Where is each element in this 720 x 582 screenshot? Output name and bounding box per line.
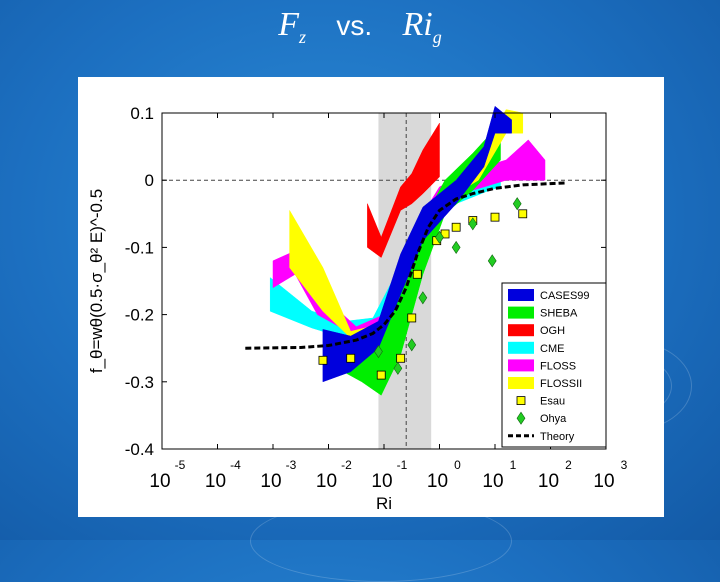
x-tick-label-exponent: 0 — [454, 458, 461, 472]
legend-label-ogh: OGH — [540, 325, 565, 337]
legend-swatch-esau — [516, 396, 526, 406]
legend-label-flossii: FLOSSII — [540, 378, 582, 390]
ohya-point — [435, 230, 444, 244]
esau-point — [318, 355, 328, 365]
ohya-point — [393, 361, 403, 375]
legend-label-ohya: Ohya — [540, 413, 567, 425]
ohya-point — [451, 240, 461, 254]
x-tick-label-base: 10 — [593, 471, 614, 492]
x-axis-label: Ri — [376, 494, 392, 513]
legend-swatch-ogh — [508, 324, 534, 337]
x-tick-label-exponent: -3 — [286, 458, 297, 472]
legend-label-cases99: CASES99 — [540, 290, 590, 302]
x-tick-label-exponent: -2 — [341, 458, 352, 472]
x-tick-label-exponent: 2 — [565, 458, 572, 472]
x-tick-label-base: 10 — [427, 471, 448, 492]
y-tick-label: -0.2 — [125, 306, 154, 325]
legend-swatch-cme — [508, 341, 534, 354]
esau-point — [518, 209, 528, 219]
x-tick-label-base: 10 — [205, 471, 226, 492]
x-tick-label-exponent: -5 — [175, 458, 186, 472]
x-tick-label-base: 10 — [149, 471, 170, 492]
esau-point — [451, 222, 461, 232]
legend-label-floss: FLOSS — [540, 360, 576, 372]
esau-point — [490, 212, 500, 222]
title-fz-base: F — [278, 6, 300, 43]
x-tick-label-exponent: -4 — [230, 458, 241, 472]
x-tick-label-base: 10 — [371, 471, 392, 492]
legend-swatch-flossii — [508, 377, 534, 389]
esau-point — [407, 313, 417, 323]
esau-point — [412, 269, 422, 279]
title-vs: vs. — [336, 10, 373, 41]
ohya-point — [512, 197, 522, 211]
title-rig: Rig — [402, 6, 442, 47]
x-tick-label-exponent: 1 — [510, 458, 517, 472]
title-fz-sub: z — [299, 26, 307, 47]
legend-label-theory: Theory — [540, 431, 575, 443]
esau-point — [346, 353, 356, 363]
x-tick-label-exponent: 3 — [621, 458, 628, 472]
legend-label-esau: Esau — [540, 396, 565, 408]
y-tick-label: -0.3 — [125, 373, 154, 392]
slide-title: Fz vs. Rig — [0, 6, 720, 50]
legend-swatch-ohya — [516, 411, 526, 425]
y-tick-label: -0.4 — [125, 440, 154, 459]
x-tick-label-exponent: -1 — [397, 458, 408, 472]
ohya-point — [407, 338, 417, 352]
legend-label-sheba: SHEBA — [540, 308, 578, 320]
esau-point — [376, 370, 386, 380]
legend-swatch-floss — [508, 359, 534, 372]
title-fz: Fz — [278, 6, 306, 47]
ohya-point — [374, 345, 383, 359]
legend-swatch-cases99 — [508, 289, 534, 301]
theory-line — [245, 181, 568, 350]
ohya-point — [418, 291, 428, 305]
y-tick-label: 0 — [145, 171, 154, 190]
ohya-point — [468, 217, 478, 231]
x-tick-label-base: 10 — [482, 471, 503, 492]
ohya-point — [487, 254, 497, 268]
y-tick-label: -0.1 — [125, 238, 154, 257]
chart: 0.10-0.1-0.2-0.3-0.410-510-410-310-210-1… — [87, 104, 628, 513]
title-rig-sub: g — [432, 26, 442, 47]
x-tick-label-base: 10 — [316, 471, 337, 492]
y-tick-label: 0.1 — [130, 104, 154, 123]
y-axis-label: f_θ=wθ(0.5·σ_θ² E)^-0.5 — [87, 189, 106, 373]
esau-point — [396, 353, 406, 363]
title-rig-base: Ri — [402, 6, 433, 43]
x-tick-label-base: 10 — [260, 471, 281, 492]
band-ogh — [367, 122, 440, 258]
legend-swatch-sheba — [508, 306, 534, 319]
x-tick-label-base: 10 — [538, 471, 559, 492]
legend-label-cme: CME — [540, 343, 564, 355]
figure-panel: 0.1 0 -0.1 -0.2 -0.3 -0.4 10 -5 10 -4 10 -3 10 -2 10 -1… — [78, 77, 664, 517]
